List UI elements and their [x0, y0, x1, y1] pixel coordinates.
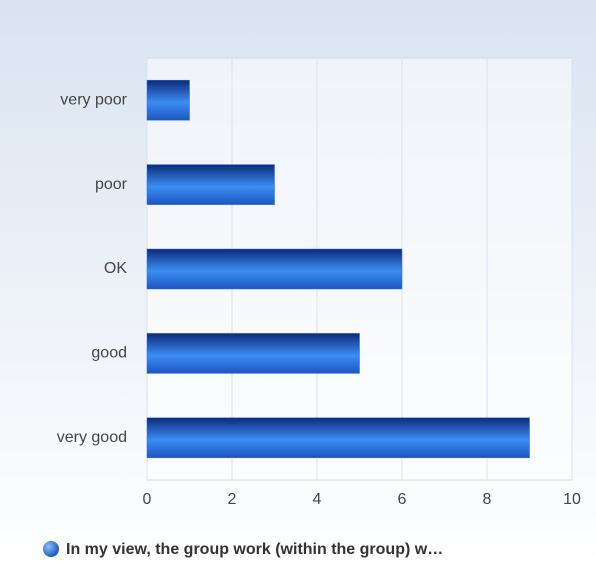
legend-label: In my view, the group work (within the g…: [66, 541, 443, 558]
y-tick-label: good: [91, 345, 127, 362]
bar: [146, 248, 403, 290]
x-tick-label: 10: [563, 491, 581, 508]
y-tick-label: very good: [57, 429, 127, 446]
y-tick-label: poor: [95, 176, 128, 193]
bar: [146, 333, 360, 374]
y-tick-label: OK: [104, 260, 127, 277]
y-tick-label: very poor: [60, 91, 127, 108]
x-tick-label: 8: [483, 491, 492, 508]
x-tick-label: 2: [228, 491, 237, 508]
legend-icon: [43, 541, 59, 557]
x-tick-label: 6: [398, 491, 407, 508]
bar: [146, 417, 530, 459]
bar: [146, 164, 275, 205]
bar: [146, 79, 190, 121]
x-tick-label: 0: [143, 491, 152, 508]
x-tick-label: 4: [313, 491, 322, 508]
